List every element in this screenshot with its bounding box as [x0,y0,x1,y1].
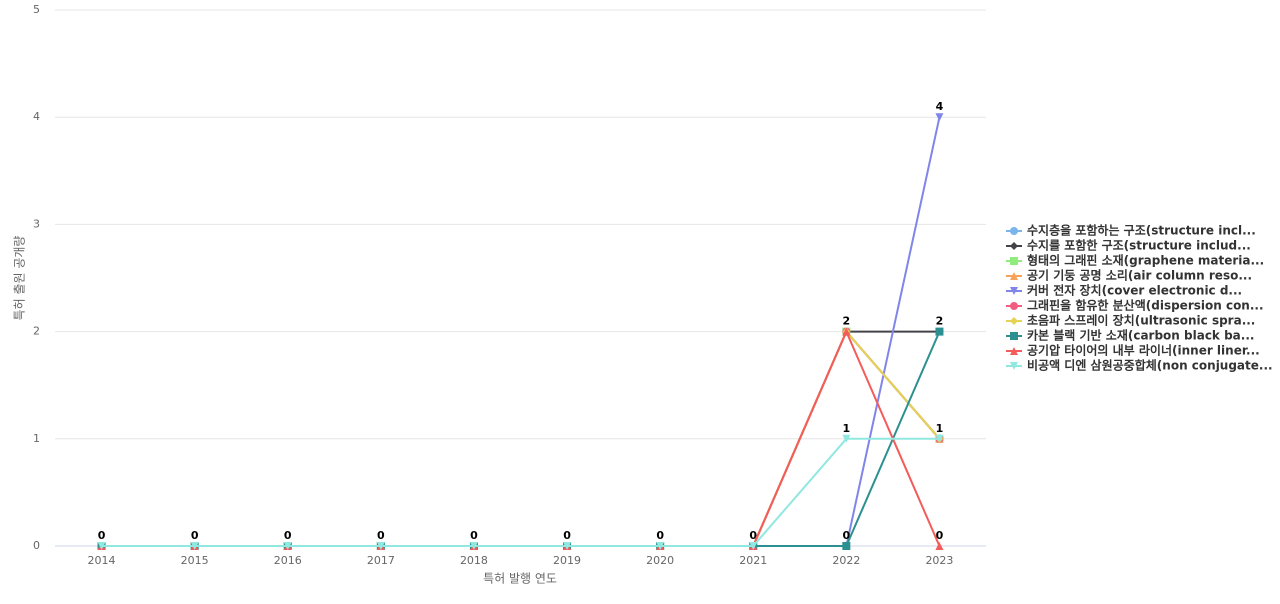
marker [935,434,944,443]
x-tick-label: 2016 [274,554,302,567]
legend-label: 그래핀을 함유한 분산액(dispersion con... [1027,298,1264,313]
legend-item: 공기압 타이어의 내부 라이너(inner liner... [1006,343,1260,358]
marker [656,542,665,550]
marker [1010,362,1018,370]
data-label: 0 [656,529,664,542]
marker [1010,317,1018,325]
legend-label: 수지를 포함한 구조(structure includ... [1027,238,1251,253]
series [97,434,944,550]
marker [1010,302,1018,310]
data-label: 0 [936,529,944,542]
line [101,437,940,547]
marker [1010,242,1018,250]
legend-item: 카본 블랙 기반 소재(carbon black ba... [1006,328,1254,343]
x-tick-label: 2017 [367,554,395,567]
marker [97,542,106,550]
marker [842,327,851,336]
data-label: 0 [377,529,385,542]
data-label: 0 [749,529,757,542]
legend-item: 수지를 포함한 구조(structure includ... [1006,238,1251,253]
marker [842,542,851,550]
y-tick-label: 1 [33,432,40,445]
data-label: 0 [563,529,571,542]
x-tick-label: 2018 [460,554,488,567]
x-tick-label: 2023 [925,554,953,567]
data-label: 1 [843,422,851,435]
x-tick-label: 2022 [832,554,860,567]
legend-label: 형태의 그래핀 소재(graphene materia... [1027,253,1264,268]
legend-label: 공기압 타이어의 내부 라이너(inner liner... [1027,343,1260,358]
data-label: 0 [98,529,106,542]
data-label: 0 [284,529,292,542]
legend-item: 공기 기둥 공명 소리(air column reso... [1006,268,1252,283]
marker [1010,227,1018,235]
legend-label: 공기 기둥 공명 소리(air column reso... [1027,268,1252,283]
marker [1010,272,1018,280]
marker [563,542,572,550]
data-label: 0 [191,529,199,542]
marker [190,542,199,550]
x-tick-label: 2021 [739,554,767,567]
data-label: 2 [936,315,944,328]
legend-item: 형태의 그래핀 소재(graphene materia... [1006,253,1264,268]
legend-label: 커버 전자 장치(cover electronic d... [1027,283,1242,298]
legend-label: 수지층을 포함하는 구조(structure incl... [1027,223,1256,238]
marker [283,542,292,550]
marker [1010,347,1018,355]
marker [842,434,851,443]
x-axis-title: 특허 발행 연도 [483,571,557,586]
y-axis-title: 특허 출원 공개량 [13,236,27,321]
marker [935,327,944,336]
x-tick-label: 2020 [646,554,674,567]
legend-item: 비공액 디엔 삼원공중합체(non conjugate... [1006,358,1273,373]
x-tick-label: 2015 [181,554,209,567]
x-tick-label: 2019 [553,554,581,567]
marker [935,542,944,550]
y-tick-label: 2 [33,325,40,338]
legend-label: 비공액 디엔 삼원공중합체(non conjugate... [1027,358,1273,373]
data-label: 1 [936,422,944,435]
y-tick-label: 3 [33,217,40,230]
marker [1010,287,1018,295]
y-tick-label: 4 [33,110,40,123]
data-label: 0 [843,529,851,542]
legend-label: 카본 블랙 기반 소재(carbon black ba... [1027,328,1254,343]
legend-item: 커버 전자 장치(cover electronic d... [1006,283,1242,298]
data-label: 2 [843,315,851,328]
marker [935,113,944,122]
legend-item: 초음파 스프레이 장치(ultrasonic spra... [1006,313,1255,328]
x-tick-label: 2014 [88,554,116,567]
legend-item: 그래핀을 함유한 분산액(dispersion con... [1006,298,1264,313]
marker [1010,332,1018,340]
y-tick-label: 5 [33,3,40,16]
data-label: 0 [470,529,478,542]
marker [469,542,478,550]
data-label: 4 [936,100,944,113]
marker [1010,257,1018,265]
marker [749,542,758,550]
y-tick-label: 0 [33,539,40,552]
marker [376,542,385,550]
legend-item: 수지층을 포함하는 구조(structure incl... [1006,223,1256,238]
legend-label: 초음파 스프레이 장치(ultrasonic spra... [1027,313,1255,328]
